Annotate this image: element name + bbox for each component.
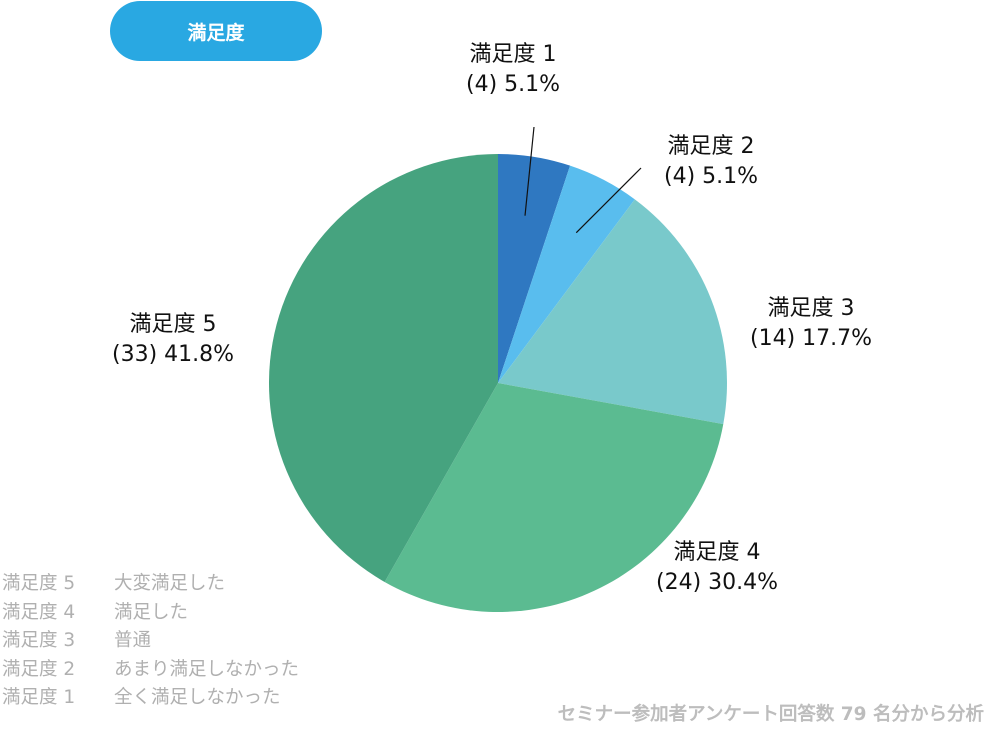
slice-label-5: 満足度 5 (33) 41.8% — [112, 310, 234, 370]
pie-slice-1 — [498, 153, 571, 383]
legend-level: 満足度 3 — [2, 630, 76, 651]
slice-label-3: 満足度 3 (14) 17.7% — [750, 294, 872, 354]
leader-line-1 — [524, 126, 535, 216]
slice-label-3-name: 満足度 3 — [767, 296, 855, 321]
legend-meaning: あまり満足しなかった — [114, 658, 300, 680]
legend-level: 満足度 1 — [2, 687, 76, 708]
legend-meaning: 大変満足した — [114, 573, 226, 594]
slice-label-5-value: (33) 41.8% — [112, 342, 235, 367]
legend-item: 満足度 1 全く満足しなかった — [2, 684, 299, 713]
slice-label-3-value: (14) 17.7% — [750, 326, 873, 351]
slice-label-2-value: (4) 5.1% — [664, 164, 759, 189]
slice-label-2: 満足度 2 (4) 5.1% — [664, 132, 758, 192]
slice-label-4-value: (24) 30.4% — [656, 570, 779, 595]
slice-label-1: 満足度 1 (4) 5.1% — [466, 40, 560, 100]
slice-label-2-name: 満足度 2 — [667, 134, 755, 159]
slice-label-4: 満足度 4 (24) 30.4% — [656, 538, 778, 598]
legend-item: 満足度 4 満足した — [2, 599, 299, 628]
legend-item: 満足度 3 普通 — [2, 627, 299, 656]
pie-slice-2 — [498, 165, 635, 383]
slice-label-5-name: 満足度 5 — [129, 312, 217, 337]
legend-level: 満足度 4 — [2, 601, 76, 623]
legend-meaning: 満足した — [114, 601, 189, 623]
slice-label-1-value: (4) 5.1% — [466, 72, 561, 97]
legend-level: 満足度 5 — [2, 573, 76, 594]
legend-meaning: 普通 — [114, 630, 152, 651]
slice-label-1-name: 満足度 1 — [469, 42, 557, 67]
pie-slice-5 — [268, 154, 498, 582]
leader-line-2 — [575, 167, 642, 234]
slice-label-4-name: 満足度 4 — [673, 540, 761, 565]
footer-note: セミナー参加者アンケート回答数 79 名分から分析 — [557, 704, 984, 725]
legend: 満足度 5 大変満足した 満足度 4 満足した 満足度 3 普通 満足度 2 あまり満足… — [2, 570, 299, 713]
pie-slice-4 — [384, 383, 724, 613]
legend-level: 満足度 2 — [2, 658, 76, 680]
chart-title-badge: 満足度 — [110, 1, 322, 61]
legend-item: 満足度 2 あまり満足しなかった — [2, 656, 299, 685]
legend-meaning: 全く満足しなかった — [114, 687, 281, 708]
legend-item: 満足度 5 大変満足した — [2, 570, 299, 599]
pie-slice-3 — [498, 199, 727, 425]
